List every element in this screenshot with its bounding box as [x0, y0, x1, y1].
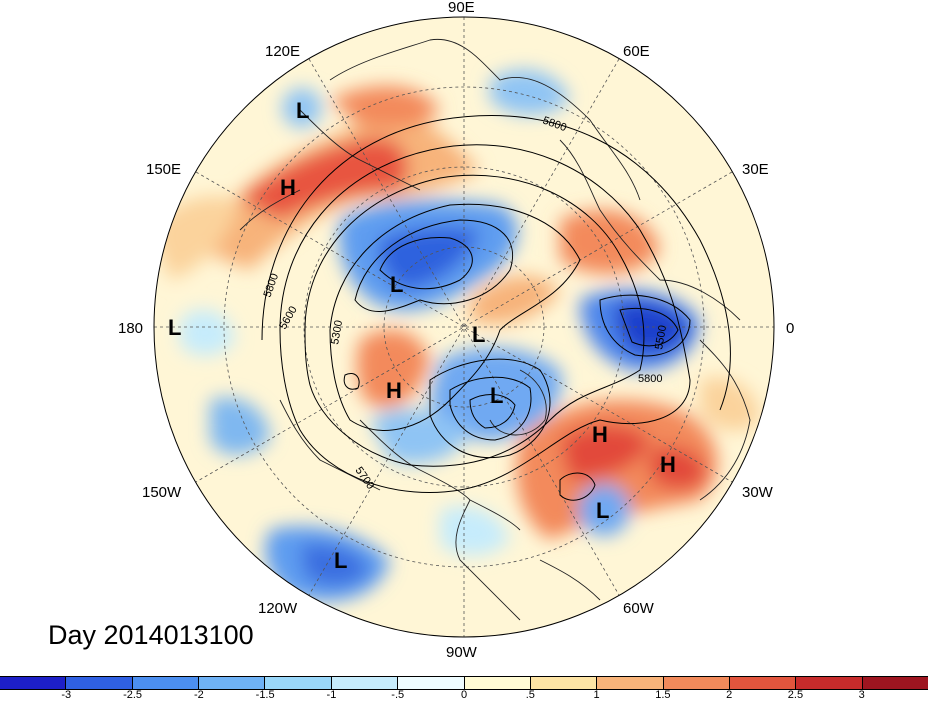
longitude-label: 90W — [446, 644, 478, 661]
longitude-label: 30W — [742, 484, 774, 501]
colorbar-tick-label: -2 — [193, 689, 204, 701]
colorbar — [0, 676, 928, 690]
colorbar-tick-label: -3 — [61, 689, 72, 701]
low-pressure-marker: L — [596, 498, 609, 523]
low-pressure-marker: L — [168, 315, 181, 340]
colorbar-tick-label: 3 — [858, 689, 865, 701]
colorbar-segment — [861, 677, 928, 689]
low-pressure-marker: L — [390, 272, 403, 297]
colorbar-segment — [728, 677, 796, 689]
low-pressure-marker: L — [296, 98, 309, 123]
colorbar-segment — [596, 677, 663, 689]
contour-label: 5500 — [653, 324, 669, 350]
colorbar-segment — [264, 677, 331, 689]
high-pressure-marker: H — [280, 175, 296, 200]
colorbar-tick-label: 0 — [460, 689, 468, 701]
longitude-label: 120W — [258, 600, 298, 617]
colorbar-segment — [198, 677, 265, 689]
longitude-label: 150W — [142, 484, 182, 501]
colorbar-segment — [529, 677, 597, 689]
colorbar-segment — [662, 677, 729, 689]
longitude-label: 90E — [448, 0, 475, 16]
colorbar-tick-label: -1.5 — [255, 689, 275, 701]
colorbar-segment — [65, 677, 132, 689]
high-pressure-marker: H — [592, 422, 608, 447]
coastlines — [239, 38, 751, 621]
colorbar-tick-label: 2.5 — [787, 689, 804, 701]
colorbar-tick-label: .5 — [525, 689, 535, 701]
colorbar-segment — [131, 677, 199, 689]
colorbar-segment — [397, 677, 464, 689]
colorbar-ticks: -3 -2.5 -2 -1.5 -1 -.5 0 .5 1 1.5 2 2.5 3 — [0, 689, 928, 702]
longitude-label: 30E — [742, 161, 769, 178]
longitude-label: 150E — [146, 161, 181, 178]
colorbar-tick-label: -.5 — [391, 689, 405, 701]
low-pressure-marker: L — [334, 548, 347, 573]
colorbar-tick-label: 1.5 — [655, 689, 671, 701]
colorbar-tick-label: 2 — [726, 689, 733, 701]
height-contours — [261, 115, 731, 501]
longitude-label: 120E — [265, 43, 300, 60]
map-title: Day 2014013100 — [48, 620, 254, 650]
contour-label: 5800 — [638, 373, 662, 385]
colorbar-segment — [463, 677, 530, 689]
colorbar-tick-label: 1 — [593, 689, 600, 701]
high-pressure-marker: H — [660, 452, 676, 477]
colorbar-tick-label: -1 — [326, 689, 337, 701]
graticule — [154, 17, 774, 637]
high-pressure-marker: H — [386, 378, 402, 403]
longitude-label: 60E — [623, 43, 650, 60]
colorbar-segment — [0, 677, 66, 689]
anomaly-shading — [154, 17, 774, 637]
colorbar-segment — [795, 677, 862, 689]
colorbar-tick-label: -2.5 — [123, 689, 143, 701]
longitude-label: 180 — [118, 320, 143, 337]
longitude-label: 0 — [786, 320, 794, 337]
longitude-label: 60W — [623, 600, 655, 617]
colorbar-segment — [330, 677, 398, 689]
polar-map: 5800 5800 5600 5300 5700 5800 5500 L H L… — [118, 0, 794, 661]
map-boundary — [153, 16, 775, 638]
low-pressure-marker: L — [472, 322, 485, 347]
low-pressure-marker: L — [490, 383, 503, 408]
contour-label: 5300 — [329, 319, 345, 345]
